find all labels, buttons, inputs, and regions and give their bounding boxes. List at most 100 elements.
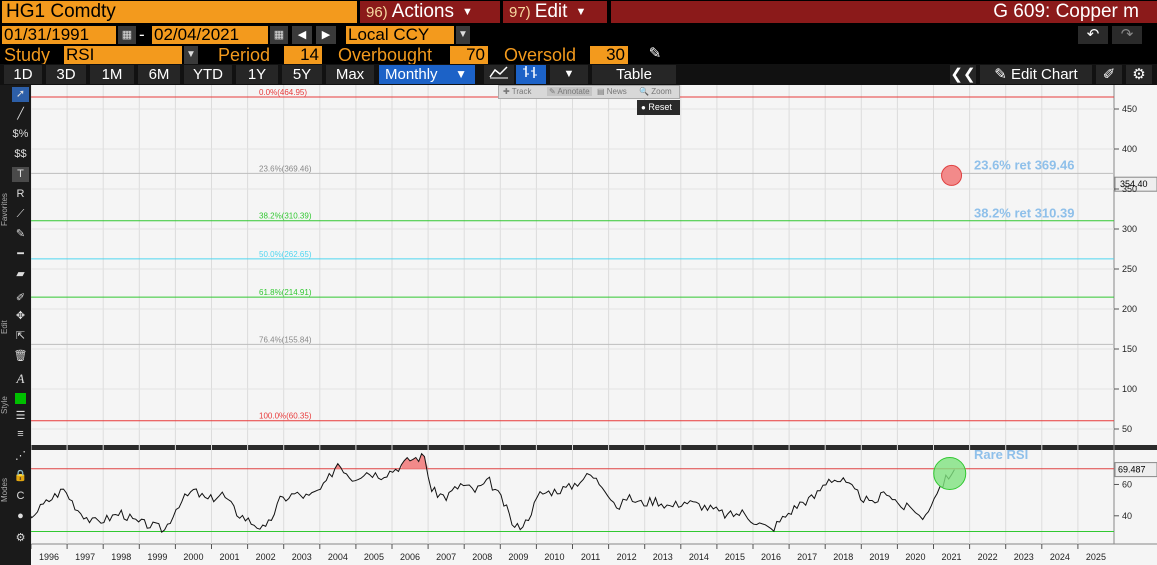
pencil-icon[interactable]: ✎ bbox=[15, 228, 26, 240]
range-ytd-button[interactable]: YTD bbox=[184, 65, 232, 84]
edit-menu-button[interactable]: 97) Edit ▼ bbox=[503, 1, 607, 23]
range-1y-button[interactable]: 1Y bbox=[236, 65, 278, 84]
rsi-tick-label: 40 bbox=[1122, 511, 1132, 521]
pen-icon[interactable]: ✎ bbox=[648, 45, 662, 62]
range-6m-button[interactable]: 6M bbox=[138, 65, 180, 84]
crosshair-mode-icon[interactable]: ⋰ bbox=[15, 450, 26, 462]
track-button[interactable]: ✚ Track bbox=[503, 87, 532, 96]
line-weight-icon[interactable]: ☰ bbox=[15, 410, 26, 422]
undo-icon[interactable]: ↶ bbox=[1078, 26, 1108, 44]
fib-label: 50.0%(262.65) bbox=[259, 250, 312, 259]
move-icon[interactable]: ✥ bbox=[15, 310, 26, 322]
zoom-button[interactable]: 🔍 Zoom bbox=[639, 87, 672, 96]
draw-icon[interactable]: ✐ bbox=[15, 292, 26, 304]
settings-gear-icon[interactable]: ⚙ bbox=[15, 532, 26, 544]
range-1d-button[interactable]: 1D bbox=[4, 65, 42, 84]
annotate-button[interactable]: ✎ Annotate bbox=[547, 87, 592, 96]
edit-chart-button[interactable]: ✎ Edit Chart bbox=[980, 65, 1092, 84]
brush-icon[interactable]: ⟋ bbox=[16, 208, 25, 220]
rsi-annotation: Rare RSI bbox=[974, 447, 1028, 462]
x-tick-label: 1996 bbox=[39, 552, 59, 562]
frequency-dropdown[interactable]: Monthly ▼ bbox=[379, 65, 475, 84]
x-tick-label: 2010 bbox=[544, 552, 564, 562]
period-field[interactable]: 14 bbox=[284, 46, 322, 64]
news-button[interactable]: ▤ News bbox=[597, 87, 627, 96]
annotate-edit-icon[interactable]: ✐ bbox=[1096, 65, 1122, 84]
x-tick-label: 2002 bbox=[256, 552, 276, 562]
font-style-icon[interactable]: A bbox=[16, 371, 25, 386]
line-chart-icon[interactable] bbox=[484, 65, 514, 84]
x-tick-label: 2006 bbox=[400, 552, 420, 562]
y-tick-label: 100 bbox=[1122, 384, 1137, 394]
collapse-icon[interactable]: ❮❮ bbox=[950, 65, 976, 84]
lock-mode-icon[interactable]: 🔒 bbox=[13, 470, 28, 482]
bloomberg-mode-icon[interactable]: C bbox=[16, 490, 25, 502]
x-tick-label: 2008 bbox=[472, 552, 492, 562]
currency-field[interactable]: Local CCY bbox=[346, 26, 454, 44]
range-3d-button[interactable]: 3D bbox=[46, 65, 86, 84]
x-tick-label: 2001 bbox=[220, 552, 240, 562]
chart-canvas[interactable]: 0.0%(464.95) 23.6%(369.46) 38.2%(310.39) 50… bbox=[0, 85, 1157, 565]
study-dropdown-icon[interactable]: ▼ bbox=[184, 46, 198, 64]
caret-down-icon: ▼ bbox=[462, 6, 473, 18]
start-date-field[interactable]: 01/31/1991 bbox=[2, 26, 116, 44]
oversold-label: Oversold bbox=[504, 45, 577, 65]
overbought-field[interactable]: 70 bbox=[450, 46, 488, 64]
calendar-icon[interactable]: ▦ bbox=[270, 26, 288, 44]
channel-icon[interactable]: ▰ bbox=[16, 268, 25, 280]
actions-menu-button[interactable]: 96) Actions ▼ bbox=[360, 1, 500, 23]
dollar-tool-icon[interactable]: $$ bbox=[14, 148, 27, 160]
y-tick-label: 300 bbox=[1122, 224, 1137, 234]
reset-button[interactable]: ● Reset bbox=[637, 100, 680, 115]
table-button[interactable]: Table bbox=[592, 65, 676, 84]
end-date-field[interactable]: 02/04/2021 bbox=[152, 26, 268, 44]
text-tool-icon[interactable]: T bbox=[12, 167, 29, 182]
x-tick-label: 2018 bbox=[833, 552, 853, 562]
oversold-field[interactable]: 30 bbox=[590, 46, 628, 64]
chart-area[interactable]: 0.0%(464.95) 23.6%(369.46) 38.2%(310.39) 50… bbox=[0, 85, 1157, 565]
retracement-icon[interactable]: R bbox=[16, 188, 25, 200]
percent-tool-icon[interactable]: $% bbox=[12, 128, 29, 140]
trendline-icon[interactable]: ╱ bbox=[17, 108, 24, 120]
trash-icon[interactable]: 🗑 bbox=[13, 350, 28, 362]
fib-annotation-23: 23.6% ret 369.46 bbox=[974, 157, 1074, 172]
x-tick-label: 2013 bbox=[653, 552, 673, 562]
grid-lines bbox=[30, 85, 1114, 544]
next-period-button[interactable]: ▶ bbox=[316, 26, 336, 44]
currency-dropdown-icon[interactable]: ▼ bbox=[456, 26, 470, 44]
redo-icon[interactable]: ↷ bbox=[1112, 26, 1142, 44]
palette-mode-icon[interactable]: ● bbox=[17, 510, 24, 522]
prev-period-button[interactable]: ◀ bbox=[292, 26, 312, 44]
left-toolbar: Favorites Edit Style Modes ➚ ╱ $% $$ T R… bbox=[0, 85, 31, 565]
line-style-icon[interactable]: ≡ bbox=[17, 428, 24, 440]
x-tick-label: 2024 bbox=[1050, 552, 1070, 562]
ticker-field[interactable]: HG1 Comdty bbox=[2, 1, 357, 23]
frequency-label: Monthly bbox=[385, 66, 438, 83]
x-tick-label: 1998 bbox=[111, 552, 131, 562]
edit-chart-label: Edit Chart bbox=[1011, 66, 1078, 83]
calendar-icon[interactable]: ▦ bbox=[118, 26, 136, 44]
actions-number: 96) bbox=[366, 4, 388, 21]
y-tick-label: 450 bbox=[1122, 104, 1137, 114]
x-tick-label: 2021 bbox=[942, 552, 962, 562]
x-tick-label: 2017 bbox=[797, 552, 817, 562]
color-swatch-icon[interactable] bbox=[12, 391, 29, 406]
fib-label: 0.0%(464.95) bbox=[259, 88, 307, 97]
gear-icon[interactable]: ⚙ bbox=[1126, 65, 1152, 84]
study-field[interactable]: RSI bbox=[64, 46, 182, 64]
bar-chart-icon[interactable] bbox=[516, 65, 546, 84]
range-max-button[interactable]: Max bbox=[326, 65, 374, 84]
x-tick-label: 2023 bbox=[1014, 552, 1034, 562]
select-move-icon[interactable]: ⇱ bbox=[15, 330, 26, 342]
price-axis-bg bbox=[1114, 85, 1157, 445]
x-tick-label: 2025 bbox=[1086, 552, 1106, 562]
cursor-icon[interactable]: ➚ bbox=[12, 87, 29, 102]
chart-type-dropdown-icon[interactable]: ▼ bbox=[550, 65, 588, 84]
security-title: G 609: Copper m bbox=[611, 1, 1157, 23]
x-tick-label: 2005 bbox=[364, 552, 384, 562]
range-5y-button[interactable]: 5Y bbox=[282, 65, 322, 84]
range-1m-button[interactable]: 1M bbox=[90, 65, 134, 84]
reset-icon: ● bbox=[641, 103, 646, 112]
fib-label: 38.2%(310.39) bbox=[259, 212, 312, 221]
horizontal-line-icon[interactable]: ━ bbox=[17, 248, 24, 260]
